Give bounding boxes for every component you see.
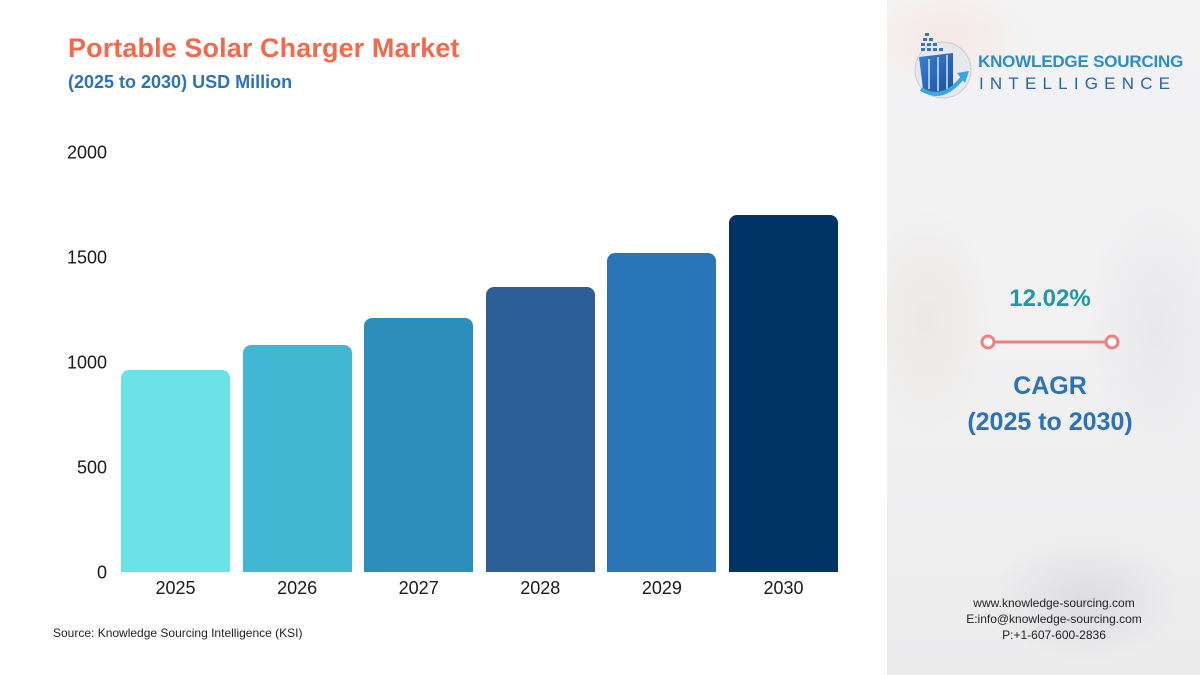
y-tick-label: 0 [96,562,107,583]
cagr-label-text: CAGR [1013,372,1087,400]
y-tick-label: 500 [76,457,107,478]
contact-info: www.knowledge-sourcing.com E:info@knowle… [930,595,1178,643]
y-tick-label: 1000 [66,352,107,373]
x-tick-label: 2028 [520,578,561,598]
brand-name-line1: KNOWLEDGE SOURCING [978,52,1184,71]
bar-2030 [729,214,838,572]
bar-2026 [242,344,352,572]
chart-title: Portable Solar Charger Market [68,33,460,63]
ksi-logo-icon [914,33,972,99]
cagr-period: (2025 to 2030) [967,408,1133,436]
brand-logo: KNOWLEDGE SOURCING INTELLIGENCE [913,27,1183,102]
info-panel [887,0,1200,675]
y-tick-label: 2000 [66,142,107,163]
cagr-connector-icon [980,334,1120,350]
brand-name-line2: INTELLIGENCE [979,74,1177,93]
x-tick-label: 2027 [398,578,439,598]
contact-phone: P:+1-607-600-2836 [1002,628,1106,642]
x-tick-label: 2029 [641,578,682,598]
contact-email[interactable]: E:info@knowledge-sourcing.com [966,612,1142,626]
bar-2028 [485,286,595,572]
x-tick-label: 2030 [763,578,804,598]
x-tick-label: 2026 [277,578,318,598]
cagr-value: 12.02% [1009,285,1091,312]
cagr-label: CAGR (2025 to 2030) [887,368,1200,440]
bar-2027 [364,317,474,572]
y-tick-label: 1500 [66,247,107,268]
source-note: Source: Knowledge Sourcing Intelligence … [53,626,303,640]
x-tick-label: 2025 [155,578,196,598]
bar-2025 [121,369,230,572]
contact-website[interactable]: www.knowledge-sourcing.com [973,596,1135,610]
bar-2029 [607,252,717,572]
chart-subtitle: (2025 to 2030) USD Million [68,72,293,92]
